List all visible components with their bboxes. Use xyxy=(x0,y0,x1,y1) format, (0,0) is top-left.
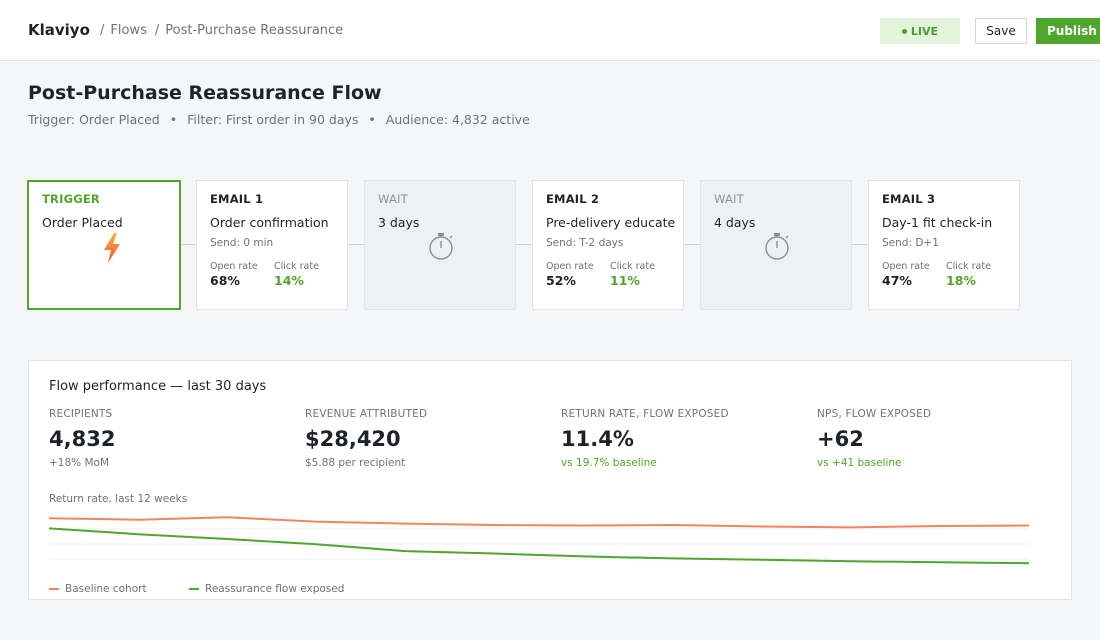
kpi-value: $28,420 xyxy=(305,427,401,451)
kpi-label: RECIPIENTS xyxy=(49,408,113,420)
wait-node-2[interactable]: WAIT 4 days xyxy=(700,180,852,310)
kpi-value: +62 xyxy=(817,427,864,451)
email-node-1[interactable]: EMAIL 1 Order confirmation Send: 0 min O… xyxy=(196,180,348,310)
node-kind-label: WAIT xyxy=(378,192,408,206)
live-status-label: LIVE xyxy=(910,24,939,38)
breadcrumb: / Flows / Post-Purchase Reassurance xyxy=(100,23,343,38)
legend-label: Baseline cohort xyxy=(65,583,147,595)
flow-trigger-meta: Trigger: Order Placed xyxy=(28,112,160,127)
sparkline-title: Return rate, last 12 weeks xyxy=(49,493,188,505)
click-rate-label: Click rate xyxy=(274,261,319,272)
flow-meta: Trigger: Order Placed • Filter: First orde… xyxy=(28,112,530,127)
kpi-sub: vs +41 baseline xyxy=(817,457,902,469)
page-title: Post-Purchase Reassurance Flow xyxy=(28,82,382,104)
legend-baseline: Baseline cohort xyxy=(49,583,147,595)
legend-label: Reassurance flow exposed xyxy=(205,583,345,595)
open-rate-value: 68% xyxy=(210,273,240,288)
kpi-sub: $5.88 per recipient xyxy=(305,457,406,469)
click-rate-value: 14% xyxy=(274,273,304,288)
node-kind-label: TRIGGER xyxy=(42,192,100,206)
node-title: 3 days xyxy=(378,215,420,230)
flow-connector xyxy=(348,244,364,245)
flow-connector xyxy=(852,244,868,245)
meta-separator: • xyxy=(169,112,178,127)
node-title: Day-1 fit check-in xyxy=(882,215,993,230)
brand-logo[interactable]: Klaviyo xyxy=(28,21,90,39)
trigger-node[interactable]: TRIGGER Order Placed xyxy=(27,180,181,310)
flow-connector xyxy=(684,244,700,245)
click-rate-value: 18% xyxy=(946,273,976,288)
kpi-nps: NPS, FLOW EXPOSED +62 vs +41 baseline xyxy=(817,408,1057,469)
save-button[interactable]: Save xyxy=(975,18,1027,44)
kpi-value: 11.4% xyxy=(561,427,634,451)
node-title: 4 days xyxy=(714,215,756,230)
stopwatch-icon xyxy=(429,233,453,260)
stopwatch-icon xyxy=(765,233,789,260)
click-rate-label: Click rate xyxy=(946,261,991,272)
node-kind-label: EMAIL 1 xyxy=(210,192,264,206)
flow-connector xyxy=(516,244,532,245)
kpi-sub: +18% MoM xyxy=(49,457,110,469)
open-rate-value: 52% xyxy=(546,273,576,288)
node-send-timing: Send: D+1 xyxy=(882,237,939,249)
kpi-return-rate: RETURN RATE, FLOW EXPOSED 11.4% vs 19.7%… xyxy=(561,408,801,469)
node-send-timing: Send: 0 min xyxy=(210,237,274,249)
open-rate-label: Open rate xyxy=(546,261,594,272)
live-dot-icon xyxy=(901,28,907,34)
flow-connector xyxy=(181,244,196,245)
kpi-revenue: REVENUE ATTRIBUTED $28,420 $5.88 per rec… xyxy=(305,408,545,469)
click-rate-label: Click rate xyxy=(610,261,655,272)
kpi-label: REVENUE ATTRIBUTED xyxy=(305,408,428,420)
node-title: Order Placed xyxy=(42,215,123,230)
breadcrumb-separator: / xyxy=(154,23,160,38)
top-bar: Klaviyo / Flows / Post-Purchase Reassurance… xyxy=(0,0,1100,61)
email-node-3[interactable]: EMAIL 3 Day-1 fit check-in Send: D+1 Ope… xyxy=(868,180,1020,310)
kpi-label: RETURN RATE, FLOW EXPOSED xyxy=(561,408,729,420)
meta-separator: • xyxy=(368,112,376,127)
flow-exposed-line xyxy=(48,527,1030,565)
kpi-sub: vs 19.7% baseline xyxy=(561,457,657,469)
breadcrumb-flows-link[interactable]: Flows xyxy=(110,23,147,38)
open-rate-label: Open rate xyxy=(882,261,930,272)
publish-button[interactable]: Publish xyxy=(1036,18,1100,44)
return-rate-sparkline xyxy=(48,516,1030,565)
legend-swatch xyxy=(189,588,199,590)
node-title: Order confirmation xyxy=(210,215,329,230)
flow-filter-meta: Filter: First order in 90 days xyxy=(187,112,359,127)
kpi-value: 4,832 xyxy=(49,427,116,451)
performance-card: Flow performance — last 30 days RECIPIEN… xyxy=(28,360,1072,600)
live-status-badge: LIVE xyxy=(880,18,960,44)
baseline-cohort-line xyxy=(48,516,1030,529)
kpi-recipients: RECIPIENTS 4,832 +18% MoM xyxy=(49,408,289,469)
node-kind-label: EMAIL 3 xyxy=(882,192,936,206)
kpi-label: NPS, FLOW EXPOSED xyxy=(817,408,932,420)
lightning-icon xyxy=(104,233,120,263)
node-kind-label: WAIT xyxy=(714,192,744,206)
wait-node-1[interactable]: WAIT 3 days xyxy=(364,180,516,310)
click-rate-value: 11% xyxy=(610,273,640,288)
email-node-2[interactable]: EMAIL 2 Pre-delivery educate Send: T-2 d… xyxy=(532,180,684,310)
legend-exposed: Reassurance flow exposed xyxy=(189,583,344,595)
flow-audience-meta: Audience: 4,832 active xyxy=(385,112,530,127)
node-title: Pre-delivery educate xyxy=(546,215,676,230)
breadcrumb-current: Post-Purchase Reassurance xyxy=(165,23,344,38)
legend-swatch xyxy=(49,588,59,590)
node-send-timing: Send: T-2 days xyxy=(546,237,624,249)
open-rate-label: Open rate xyxy=(210,261,258,272)
open-rate-value: 47% xyxy=(882,273,912,288)
node-kind-label: EMAIL 2 xyxy=(546,192,600,206)
breadcrumb-separator: / xyxy=(100,23,105,38)
performance-title: Flow performance — last 30 days xyxy=(49,379,267,394)
